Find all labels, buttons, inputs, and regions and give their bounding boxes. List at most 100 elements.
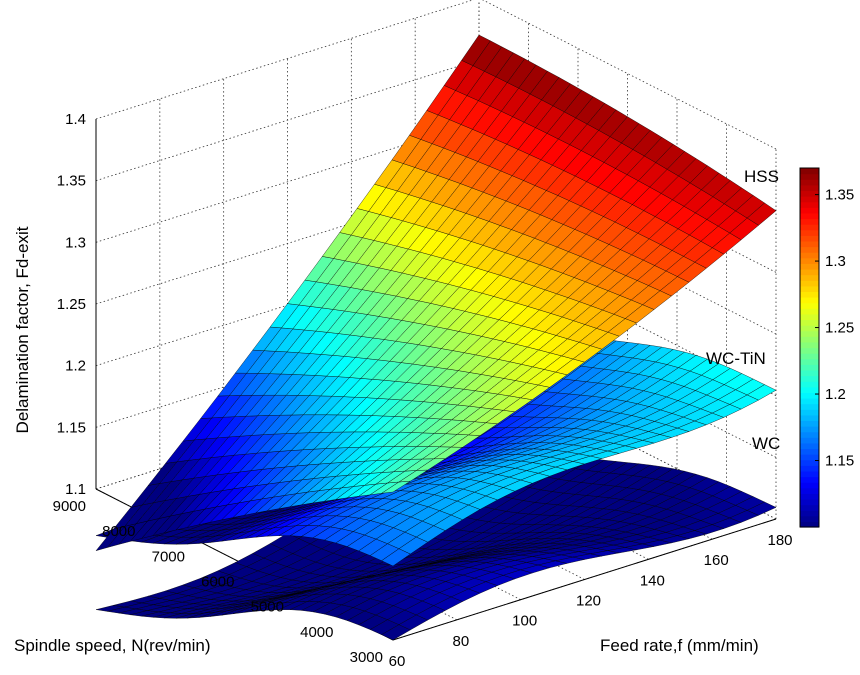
colorbar-segment <box>800 386 819 393</box>
colorbar-segment <box>800 487 819 494</box>
colorbar-segment <box>800 196 819 203</box>
colorbar-segment <box>800 364 819 371</box>
colorbar-segment <box>800 212 819 220</box>
colorbar-segment <box>800 465 819 472</box>
colorbar-segment <box>800 498 819 506</box>
colorbar-segment <box>800 252 819 259</box>
y-axis-title: Spindle speed, N(rev/min) <box>14 636 211 655</box>
colorbar-segment <box>800 392 819 399</box>
colorbar-segment <box>800 414 819 422</box>
colorbar-segment <box>800 459 819 466</box>
colorbar-segment <box>800 218 819 225</box>
colorbar-segment <box>800 207 819 214</box>
z-tick-label: 1.25 <box>57 296 86 313</box>
colorbar-segment <box>800 184 819 192</box>
colorbar-segment <box>800 285 819 293</box>
colorbar-segment <box>800 493 819 500</box>
colorbar-segment <box>800 336 819 343</box>
colorbar-segment <box>800 437 819 444</box>
z-tick-label: 1.3 <box>65 234 86 251</box>
colorbar-tick-label: 1.3 <box>825 253 846 270</box>
colorbar-segment <box>800 308 819 315</box>
colorbar-segment <box>800 229 819 236</box>
colorbar-segment <box>800 521 819 528</box>
colorbar-segment <box>800 297 819 304</box>
y-tick-label: 8000 <box>102 523 135 540</box>
surface-patch <box>746 384 777 401</box>
x-axis-line <box>392 518 777 641</box>
colorbar-segment <box>800 510 819 517</box>
colorbar-segment <box>800 280 819 287</box>
colorbar-tick-label: 1.15 <box>825 453 854 470</box>
colorbar-segment <box>800 168 819 175</box>
colorbar-segment <box>800 375 819 382</box>
x-tick-label: 120 <box>576 593 601 610</box>
colorbar-segment <box>800 319 819 326</box>
y-tick-label: 6000 <box>201 574 234 591</box>
surface-patch <box>746 501 777 516</box>
colorbar: 1.15 1.2 1.25 1.3 1.35 <box>799 167 854 528</box>
colorbar-segment <box>800 369 819 377</box>
colorbar-tick-label: 1.35 <box>825 187 854 204</box>
colorbar-segment <box>800 313 819 321</box>
grid-line <box>95 59 480 182</box>
z-tick-label: 1.2 <box>65 358 86 375</box>
series-label-wc: WC <box>752 434 780 453</box>
x-tick-label: 80 <box>452 633 469 650</box>
colorbar-segment <box>800 470 819 478</box>
colorbar-segment <box>800 442 819 450</box>
series-label-hss: HSS <box>744 167 779 186</box>
colorbar-segment <box>800 274 819 281</box>
colorbar-segment <box>800 431 819 438</box>
surfaces <box>95 34 777 641</box>
colorbar-segment <box>800 381 819 388</box>
y-tick-label: 3000 <box>350 649 383 666</box>
colorbar-segment <box>800 235 819 242</box>
colorbar-segment <box>800 358 819 365</box>
colorbar-segment <box>800 347 819 354</box>
colorbar-segment <box>800 302 819 309</box>
colorbar-segment <box>800 291 819 298</box>
colorbar-segment <box>800 179 819 186</box>
colorbar-segment <box>800 397 819 405</box>
colorbar-tick-label: 1.25 <box>825 320 854 337</box>
series-label-wc-tin: WC-TiN <box>706 349 766 368</box>
z-tick-label: 1.15 <box>57 419 86 436</box>
colorbar-segment <box>800 257 819 264</box>
colorbar-segment <box>800 330 819 337</box>
grid-line <box>95 120 480 243</box>
colorbar-segment <box>800 263 819 270</box>
colorbar-segment <box>800 515 819 522</box>
colorbar-segment <box>800 426 819 433</box>
colorbar-segment <box>800 476 819 483</box>
colorbar-segment <box>800 190 819 197</box>
colorbar-segment <box>800 246 819 253</box>
z-tick-label: 1.35 <box>57 173 86 190</box>
colorbar-segment <box>800 224 819 231</box>
y-tick-label: 5000 <box>251 599 284 616</box>
z-tick-label: 1.1 <box>65 481 86 498</box>
colorbar-segment <box>800 240 819 248</box>
colorbar-segment <box>800 454 819 461</box>
wc-label-pointer <box>747 435 768 457</box>
y-tick-label: 9000 <box>53 498 86 515</box>
colorbar-frame <box>799 167 820 528</box>
colorbar-segment <box>800 353 819 360</box>
colorbar-segment <box>800 341 819 349</box>
colorbar-segment <box>800 482 819 489</box>
x-tick-label: 60 <box>389 653 406 670</box>
x-axis-title: Feed rate,f (mm/min) <box>600 636 759 655</box>
grid-line <box>95 182 480 305</box>
x-tick-label: 160 <box>704 552 729 569</box>
colorbar-segment <box>800 420 819 427</box>
z-tick-label: 1.4 <box>65 111 86 128</box>
colorbar-segment <box>800 448 819 455</box>
colorbar-segment <box>800 403 819 410</box>
x-tick-label: 100 <box>512 613 537 630</box>
surface-patch <box>746 202 777 226</box>
colorbar-segment <box>800 409 819 416</box>
axis-ticks: 60 80 100 120 140 160 180 3000 4000 5000 6000 7000 8… <box>53 111 793 670</box>
z-axis-title: Delamination factor, Fd-exit <box>13 226 32 433</box>
colorbar-tick-label: 1.2 <box>825 386 846 403</box>
